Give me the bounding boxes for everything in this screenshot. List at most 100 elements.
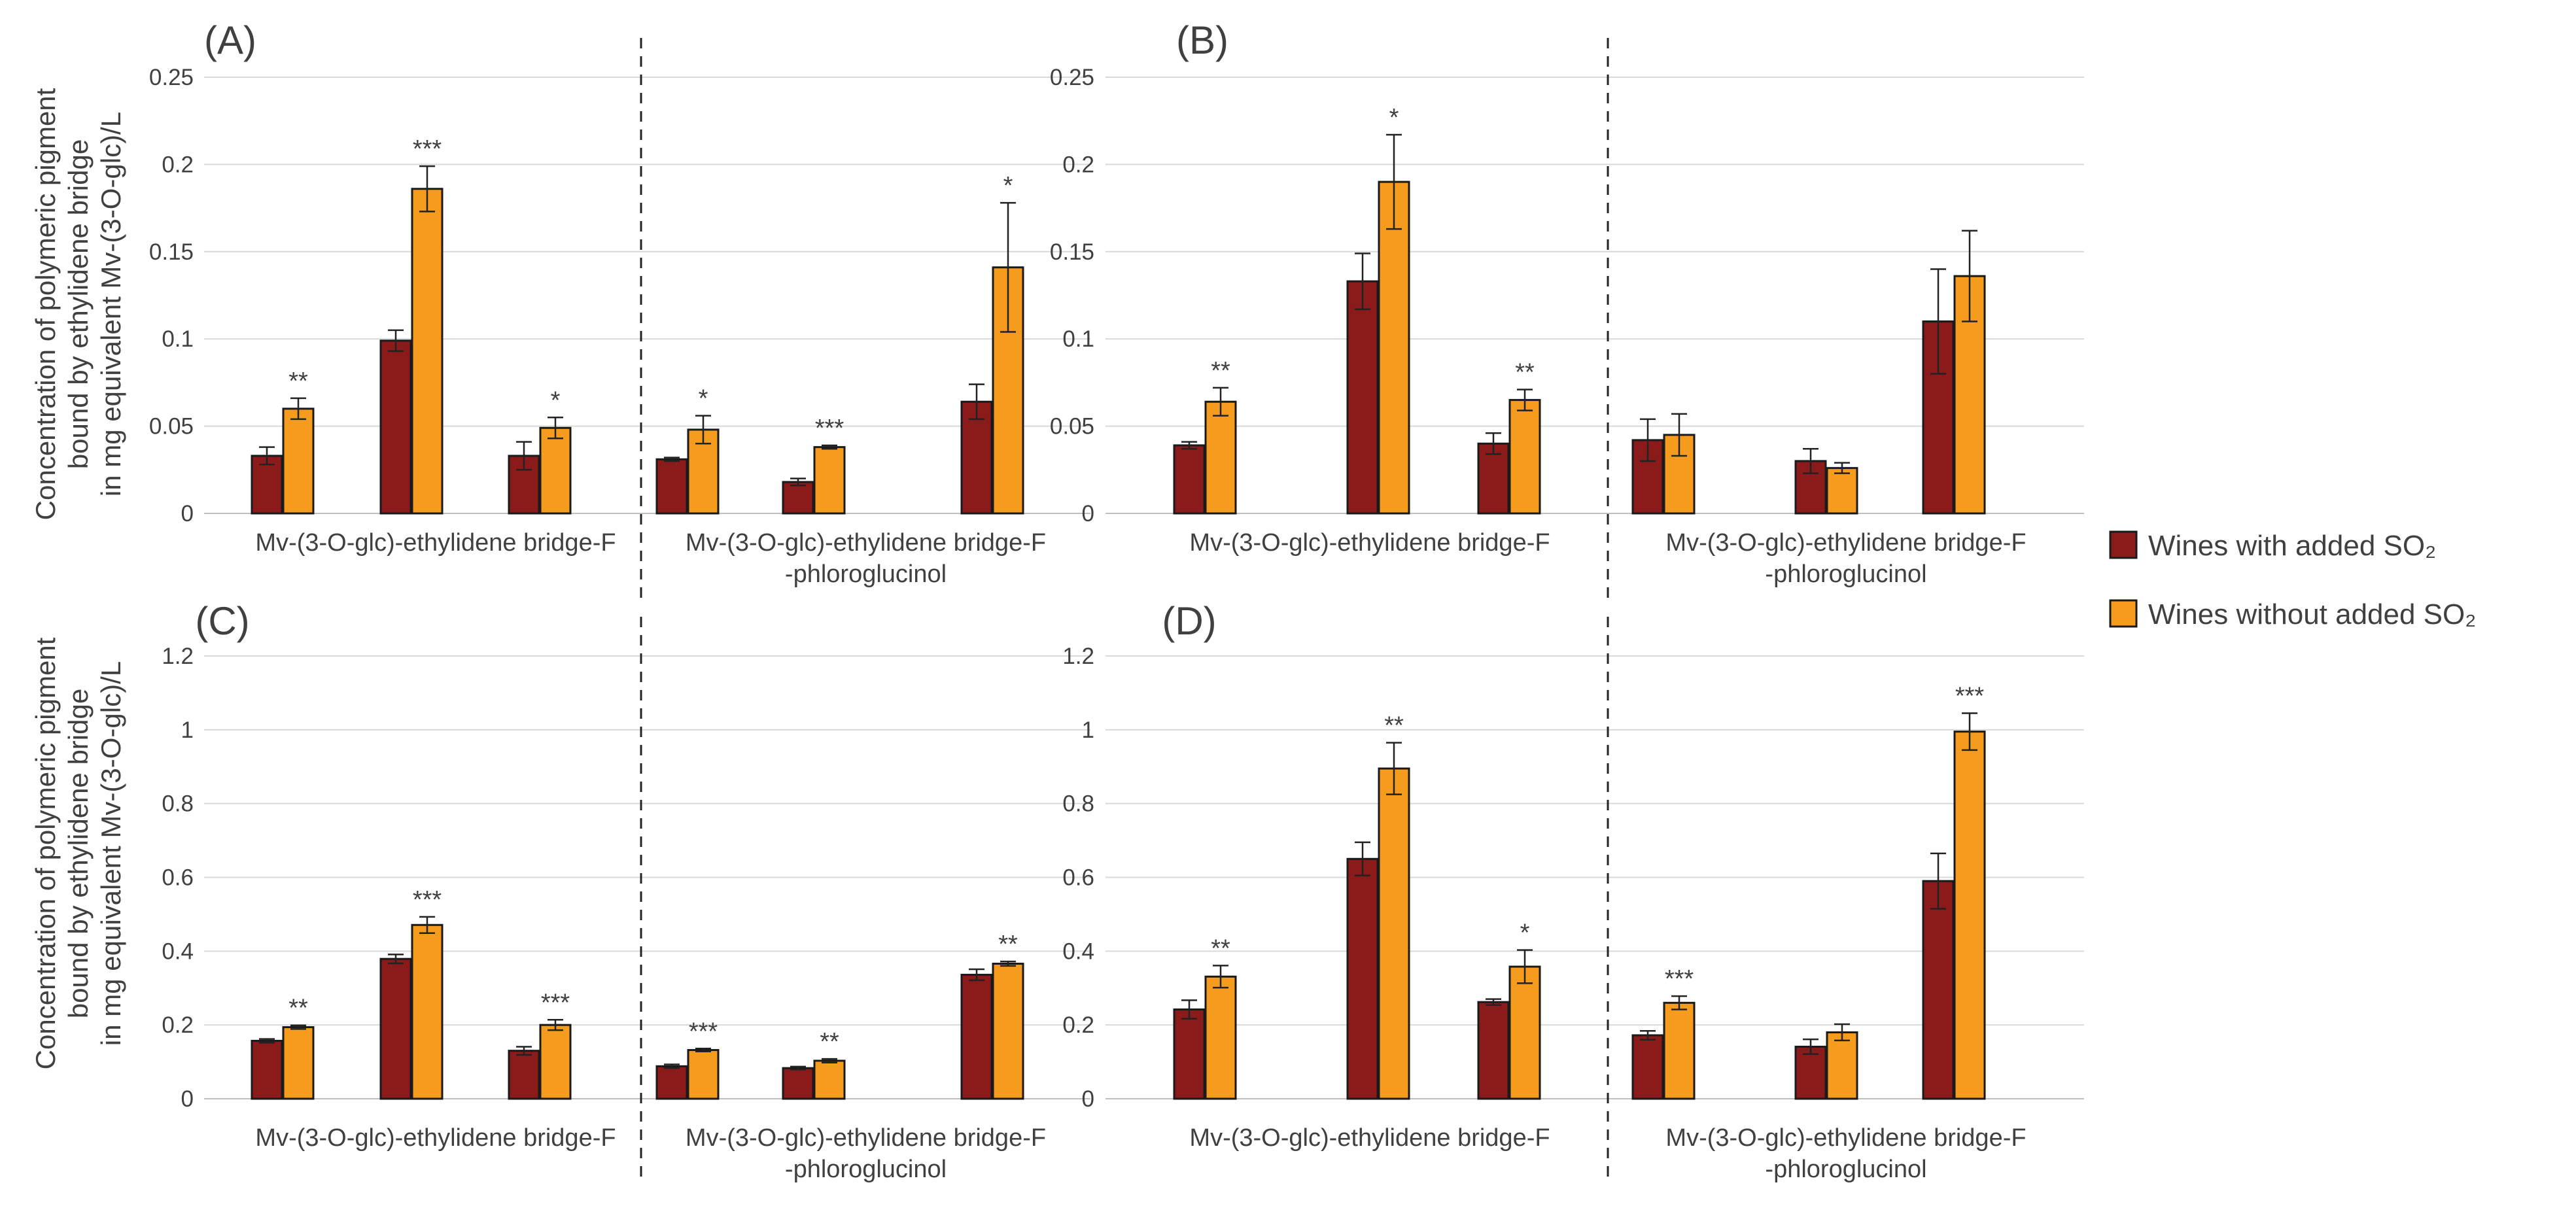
significance-marker: *** bbox=[1955, 682, 1985, 710]
y-axis-title-line-3: in mg equivalent Mv-(3-O-glc)/L bbox=[96, 112, 126, 496]
y-tick-label: 1 bbox=[1082, 717, 1094, 743]
category-label-right: Mv-(3-O-glc)-ethylidene bridge-F bbox=[1665, 1124, 2026, 1152]
significance-marker: ** bbox=[288, 368, 308, 395]
legend-swatch-with-so2 bbox=[2109, 530, 2138, 559]
bar-with-so2 bbox=[251, 1039, 283, 1100]
panel-label: (B) bbox=[1176, 18, 1228, 62]
bar-without-so2 bbox=[411, 188, 444, 515]
bar-without-so2 bbox=[1378, 767, 1410, 1100]
bar-with-so2 bbox=[1173, 1008, 1206, 1100]
y-tick-label: 0.6 bbox=[1062, 865, 1094, 891]
y-tick-label: 0.8 bbox=[1062, 791, 1094, 817]
y-axis-title-line-2: bound by ethylidene bridge bbox=[63, 689, 94, 1018]
bar-without-so2 bbox=[1663, 1001, 1696, 1100]
bar-without-so2 bbox=[813, 446, 846, 515]
y-tick-label: 1.2 bbox=[162, 644, 194, 669]
bar-with-so2 bbox=[782, 481, 814, 515]
bar-without-so2 bbox=[1378, 181, 1410, 515]
bar-without-so2 bbox=[992, 963, 1024, 1100]
category-label-left: Mv-(3-O-glc)-ethylidene bridge-F bbox=[255, 529, 616, 557]
significance-marker: ** bbox=[998, 931, 1018, 958]
category-label-right-line-2: -phloroglucinol bbox=[785, 1156, 947, 1183]
panel-d: 00.20.40.60.811.2(D)***********Mv-(3-O-g… bbox=[1062, 599, 2084, 1184]
panel-label: (D) bbox=[1162, 599, 1216, 643]
panel-a: 00.050.10.150.20.25(A)****** *****Mv-(3-O… bbox=[149, 18, 1090, 598]
bar-with-so2 bbox=[1346, 857, 1379, 1100]
y-tick-label: 0.05 bbox=[149, 414, 194, 439]
bar-without-so2 bbox=[539, 426, 572, 515]
y-tick-label: 0 bbox=[181, 1086, 194, 1112]
y-tick-label: 0.2 bbox=[1062, 152, 1094, 177]
y-tick-label: 0.05 bbox=[1050, 414, 1094, 439]
y-tick-label: 0.4 bbox=[1062, 939, 1094, 964]
bar-with-so2 bbox=[1346, 280, 1379, 515]
y-tick-label: 0 bbox=[1082, 1086, 1094, 1112]
legend-label-without-so2: Wines without added SO₂ bbox=[2148, 598, 2476, 630]
bar-without-so2 bbox=[1508, 965, 1541, 1100]
y-tick-label: 0.6 bbox=[162, 865, 194, 891]
y-axis-title-top: Concentration of polymeric pigment bound… bbox=[30, 88, 126, 520]
y-axis-title-line-1: Concentration of polymeric pigment bbox=[30, 88, 61, 520]
significance-marker: *** bbox=[541, 989, 570, 1016]
category-label-right: Mv-(3-O-glc)-ethylidene bridge-F bbox=[686, 529, 1046, 557]
panel-c: 00.20.40.60.811.2(C)*********** ****Mv-(3… bbox=[162, 599, 1090, 1184]
bar-with-so2 bbox=[508, 1050, 540, 1100]
y-axis-title-bottom: Concentration of polymeric pigment bound… bbox=[30, 637, 126, 1069]
significance-marker: ** bbox=[1211, 935, 1230, 962]
category-label-left: Mv-(3-O-glc)-ethylidene bridge-F bbox=[1189, 1124, 1550, 1152]
significance-marker: * bbox=[1520, 920, 1530, 947]
bar-without-so2 bbox=[539, 1024, 572, 1100]
bar-with-so2 bbox=[379, 957, 412, 1100]
y-tick-label: 0.25 bbox=[1050, 65, 1094, 90]
bar-with-so2 bbox=[655, 1065, 688, 1100]
bar-with-so2 bbox=[1631, 1034, 1664, 1100]
y-tick-label: 0.2 bbox=[162, 1012, 194, 1038]
y-tick-label: 0.1 bbox=[162, 326, 194, 352]
significance-marker: ** bbox=[1515, 359, 1535, 387]
panel-b: 00.050.10.150.20.25(B)*****Mv-(3-O-glc)-… bbox=[1050, 18, 2084, 598]
y-tick-label: 0.25 bbox=[149, 65, 194, 90]
bar-with-so2 bbox=[782, 1067, 814, 1100]
significance-marker: * bbox=[1389, 104, 1399, 131]
bar-with-so2 bbox=[1794, 1045, 1827, 1100]
y-tick-label: 0.15 bbox=[149, 239, 194, 265]
significance-marker: ** bbox=[1384, 712, 1404, 740]
significance-marker: * bbox=[699, 385, 708, 413]
bar-with-so2 bbox=[1173, 444, 1206, 515]
y-tick-label: 0 bbox=[181, 501, 194, 526]
bar-with-so2 bbox=[379, 339, 412, 515]
y-tick-label: 0.1 bbox=[1062, 326, 1094, 352]
bar-without-so2 bbox=[282, 1026, 315, 1100]
significance-marker: * bbox=[1003, 172, 1013, 199]
y-tick-label: 0.2 bbox=[1062, 1012, 1094, 1038]
category-label-right-line-2: -phloroglucinol bbox=[1765, 560, 1926, 588]
significance-marker: *** bbox=[413, 886, 442, 914]
bar-without-so2 bbox=[1953, 731, 1986, 1100]
category-label-right-line-2: -phloroglucinol bbox=[785, 560, 947, 588]
bar-without-so2 bbox=[1508, 399, 1541, 515]
bar-without-so2 bbox=[1204, 400, 1237, 515]
significance-marker: *** bbox=[1665, 965, 1694, 993]
bar-with-so2 bbox=[1922, 880, 1955, 1100]
bar-with-so2 bbox=[960, 973, 993, 1100]
bar-without-so2 bbox=[411, 923, 444, 1100]
category-label-right-line-2: -phloroglucinol bbox=[1765, 1156, 1926, 1183]
significance-marker: ** bbox=[820, 1028, 839, 1056]
category-label-left: Mv-(3-O-glc)-ethylidene bridge-F bbox=[255, 1124, 616, 1152]
bar-without-so2 bbox=[1204, 975, 1237, 1100]
y-tick-label: 0.15 bbox=[1050, 239, 1094, 265]
y-axis-title-line-3: in mg equivalent Mv-(3-O-glc)/L bbox=[96, 661, 126, 1046]
bar-without-so2 bbox=[1826, 1031, 1858, 1100]
y-tick-label: 1 bbox=[181, 717, 194, 743]
category-label-right: Mv-(3-O-glc)-ethylidene bridge-F bbox=[686, 1124, 1046, 1152]
bar-without-so2 bbox=[1826, 467, 1858, 515]
y-tick-label: 0.4 bbox=[162, 939, 194, 964]
y-axis-title-line-1: Concentration of polymeric pigment bbox=[30, 637, 61, 1069]
bar-without-so2 bbox=[687, 1049, 720, 1100]
significance-marker: *** bbox=[413, 135, 442, 163]
y-tick-label: 0.8 bbox=[162, 791, 194, 817]
bar-without-so2 bbox=[813, 1060, 846, 1100]
significance-marker: ** bbox=[288, 995, 308, 1022]
y-axis-title-line-2: bound by ethylidene bridge bbox=[63, 139, 94, 469]
